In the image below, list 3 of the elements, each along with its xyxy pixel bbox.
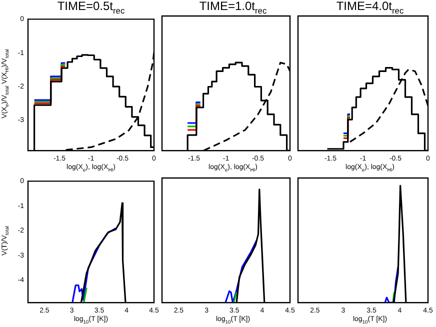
chart-title: TIME=1.0t$_{rec}$: [198, 0, 268, 16]
chart-title: TIME=4.0t$_{rec}$: [335, 0, 405, 16]
chart-title: TIME=0.5t$_{rec}$: [56, 0, 126, 16]
